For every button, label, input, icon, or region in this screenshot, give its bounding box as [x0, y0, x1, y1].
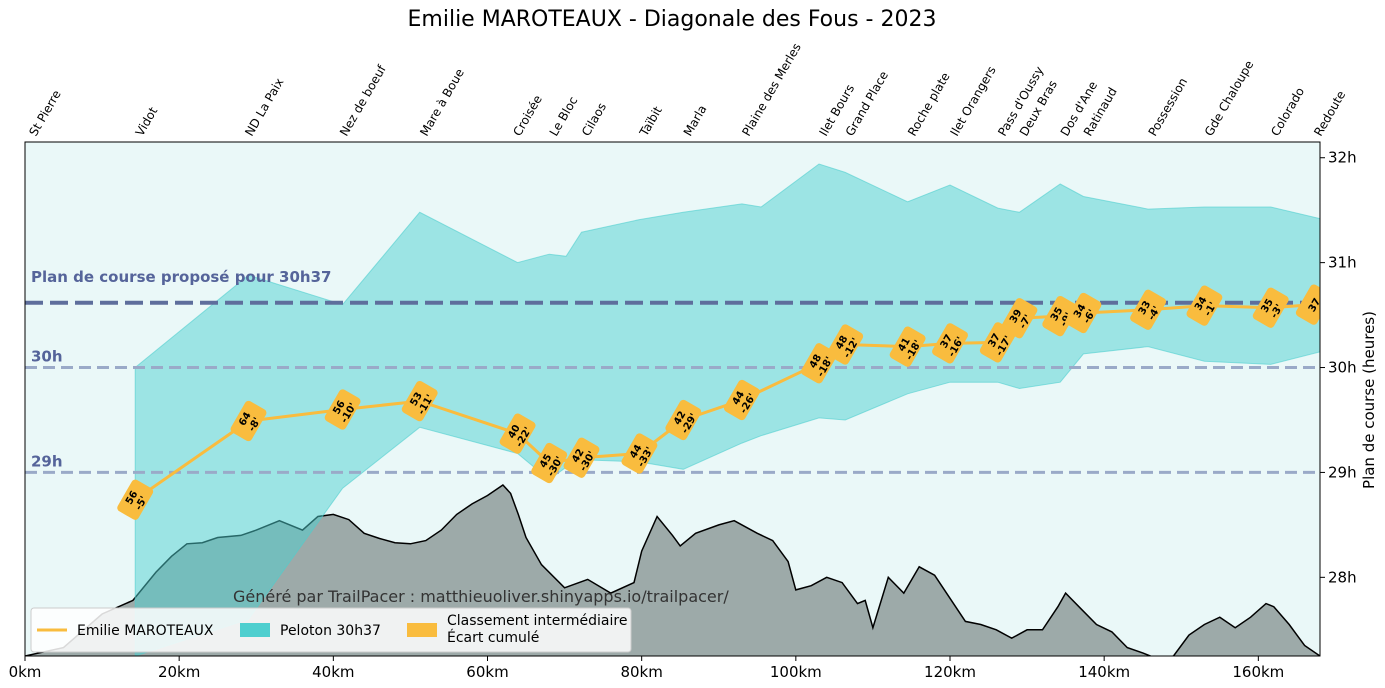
y-axis-label: Plan de course (heures)	[1360, 311, 1378, 489]
checkpoint-label: Possession	[1146, 75, 1191, 138]
checkpoint-label: Redoute	[1311, 88, 1348, 138]
checkpoint-label: Cilaos	[579, 100, 609, 138]
x-tick-label: 20km	[158, 663, 200, 681]
x-tick-label: 120km	[924, 663, 976, 681]
y-axis: 28h 29h 30h 31h 32h	[1320, 149, 1357, 586]
checkpoint-label: Nez de boeuf	[337, 62, 389, 138]
rank-label: 34-6'	[1065, 292, 1102, 334]
rank-label-box	[1042, 295, 1079, 337]
x-tick-label: 160km	[1232, 663, 1284, 681]
rank-label-box	[531, 442, 568, 484]
y-tick-label: 29h	[1328, 463, 1357, 481]
rank-label-box	[1252, 287, 1289, 328]
checkpoint-label: Colorado	[1268, 85, 1307, 138]
checkpoint-label: Grand Place	[843, 69, 891, 139]
rank-label-box	[324, 389, 361, 430]
runner-rank-labels: 56-5'64-8'56-10'53-11'40-22'45-30' 42-30'…	[117, 284, 1320, 520]
x-axis: 0km 20km 40km 60km 80km 100km 120km 140km 160km	[9, 656, 1284, 681]
rank-label-box	[1295, 284, 1320, 325]
checkpoint-label: Plaine des Merles	[739, 41, 804, 139]
rank-label: 34-1'	[1186, 285, 1223, 326]
chart-title: Emilie MAROTEAUX - Diagonale des Fous - …	[408, 7, 937, 32]
legend-peloton-label: Peloton 30h37	[280, 623, 381, 639]
y-tick-label: 28h	[1328, 568, 1357, 586]
reference-line-label: Plan de course proposé pour 30h37	[31, 268, 331, 286]
rank-label: 37	[1295, 284, 1320, 325]
legend-rank-swatch	[407, 623, 437, 637]
rank-label-box	[827, 324, 864, 365]
legend-rank-label: Classement intermédiaire	[447, 613, 627, 629]
rank-label-box	[117, 479, 154, 520]
checkpoint-label: Gde Chaloupe	[1202, 58, 1256, 138]
checkpoint-label: Le Bloc	[547, 94, 581, 138]
y-tick-label: 30h	[1328, 359, 1357, 377]
rank-label-box	[889, 326, 926, 367]
x-tick-label: 0km	[9, 663, 42, 681]
checkpoint-label: Roche plate	[905, 70, 953, 138]
legend-box	[30, 607, 632, 653]
rank-label-box	[723, 379, 760, 421]
y-tick-label: 32h	[1328, 149, 1357, 167]
rank-label-box	[1130, 289, 1167, 330]
rank-label-box	[932, 323, 968, 364]
legend-runner-label: Emilie MAROTEAUX	[77, 623, 214, 639]
legend: Emilie MAROTEAUX Peloton 30h37 Classemen…	[30, 607, 632, 653]
legend-gap-label: Écart cumulé	[447, 629, 539, 646]
checkpoint-label: Mare à Boue	[417, 66, 467, 138]
watermark: Généré par TrailPacer : matthieuoliver.s…	[233, 587, 729, 606]
x-tick-label: 60km	[466, 663, 508, 681]
x-tick-label: 40km	[312, 663, 354, 681]
reference-line-label: 30h	[31, 348, 63, 366]
legend-peloton-swatch	[240, 623, 270, 637]
checkpoint-label: Marla	[681, 103, 710, 139]
x-tick-label: 140km	[1078, 663, 1130, 681]
checkpoint-label: St Pierre	[26, 88, 63, 139]
checkpoint-label: Croisée	[510, 93, 544, 139]
checkpoint-labels: St Pierre Vidot ND La Paix Nez de boeuf Mare…	[26, 41, 1348, 140]
rank-label-box	[621, 433, 658, 474]
rank-label-box	[1186, 285, 1223, 326]
rank-label-box	[401, 380, 438, 422]
rank-label-box	[563, 437, 600, 478]
reference-lines: Plan de course proposé pour 30h37 30h 29h	[25, 268, 1320, 474]
rank-label-box	[979, 322, 1016, 363]
reference-line-label: 29h	[31, 452, 63, 470]
rank-label-box	[665, 399, 702, 441]
rank-label-box	[1065, 292, 1102, 334]
x-tick-label: 80km	[620, 663, 662, 681]
rank-label-box	[1001, 298, 1038, 339]
rank-label-box	[230, 400, 267, 442]
y-tick-label: 31h	[1328, 254, 1357, 272]
plot-frame	[24, 141, 1321, 657]
checkpoint-label: Vidot	[133, 104, 161, 138]
checkpoint-label: Taïbit	[636, 104, 665, 140]
x-tick-label: 100km	[770, 663, 822, 681]
checkpoint-label: Ilet Orangers	[947, 64, 998, 139]
rank-label-box	[499, 413, 536, 454]
checkpoint-label: ND La Paix	[242, 76, 286, 139]
